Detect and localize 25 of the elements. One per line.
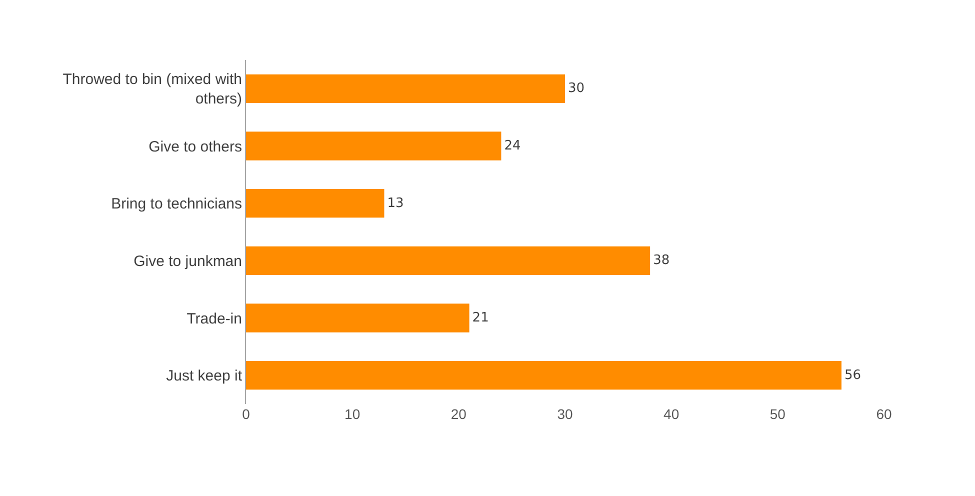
data-label: 13 xyxy=(387,196,404,211)
data-label: 24 xyxy=(504,138,521,154)
bar xyxy=(246,132,502,160)
x-tick-label: 30 xyxy=(557,406,573,422)
data-label: 21 xyxy=(472,310,489,326)
data-label: 38 xyxy=(653,253,670,268)
bar xyxy=(246,246,650,275)
y-tick-label: Bring to technicians xyxy=(111,196,242,213)
bar xyxy=(246,361,842,390)
bar xyxy=(246,74,565,103)
x-tick-label: 0 xyxy=(242,406,250,422)
y-tick-label: Give to others xyxy=(148,138,242,156)
x-tick-label: 60 xyxy=(876,406,892,422)
y-tick-label: Throwed to bin (mixed with others) xyxy=(62,71,242,108)
x-tick-label: 40 xyxy=(664,406,680,422)
y-tick-label: Just keep it xyxy=(166,368,243,385)
x-tick-label: 10 xyxy=(344,406,360,422)
x-tick-label: 50 xyxy=(770,406,786,422)
x-tick-label: 20 xyxy=(450,406,467,422)
bar xyxy=(246,304,470,332)
y-tick-label: Give to junkman xyxy=(134,252,242,270)
data-label: 30 xyxy=(568,81,585,96)
data-label: 56 xyxy=(844,368,862,383)
bar xyxy=(246,189,384,218)
y-tick-label: Trade-in xyxy=(186,310,242,328)
